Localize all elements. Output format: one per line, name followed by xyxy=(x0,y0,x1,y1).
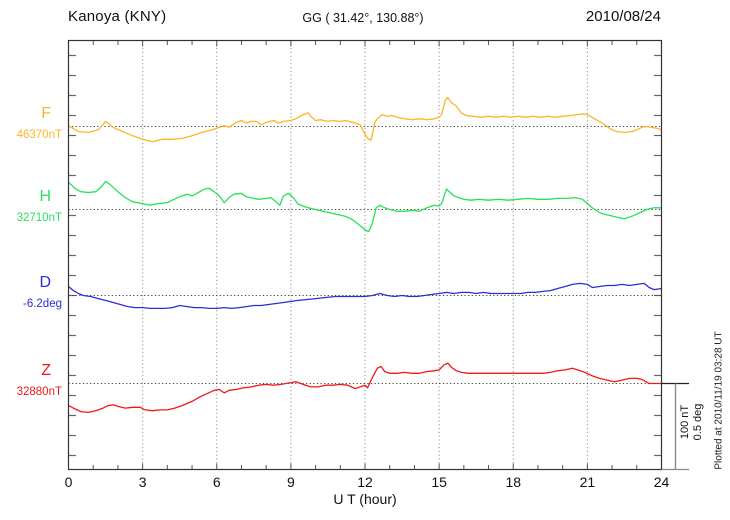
station-name: Kanoya (KNY) xyxy=(68,8,167,25)
scale-label-deg: 0.5 deg xyxy=(692,403,704,441)
station-coordinates: GG ( 31.42°, 130.88°) xyxy=(302,11,424,25)
x-tick-label: 15 xyxy=(431,474,447,490)
channel-letter-d: D xyxy=(39,274,51,291)
x-tick-label: 21 xyxy=(579,474,596,490)
channel-baseline-f: 46370nT xyxy=(16,129,62,141)
x-tick-label: 3 xyxy=(138,474,147,490)
scale-label-nt: 100 nT xyxy=(679,404,691,440)
channel-baseline-z: 32880nT xyxy=(16,386,62,398)
x-tick-label: 9 xyxy=(286,474,295,490)
channel-label-d: D -6.2deg xyxy=(0,275,62,315)
channel-letter-h: H xyxy=(39,188,51,205)
channel-label-z: Z 32880nT xyxy=(0,363,62,403)
channel-letter-f: F xyxy=(41,105,51,122)
x-tick-label: 12 xyxy=(357,474,373,490)
x-tick-label: 6 xyxy=(212,474,221,490)
x-axis-labels: 0 3 6 9 12 15 18 21 24 xyxy=(0,474,730,490)
plotted-at-note: Plotted at 2010/11/19 03:28 UT xyxy=(713,331,725,470)
plot-date: 2010/08/24 xyxy=(585,8,661,25)
channel-letter-z: Z xyxy=(41,362,51,379)
channel-baseline-d: -6.2deg xyxy=(22,298,62,310)
channel-baseline-h: 32710nT xyxy=(16,212,62,224)
scale-bar-labels: 100 nT 0.5 deg xyxy=(679,400,705,444)
x-tick-label: 24 xyxy=(653,474,670,490)
x-tick-label: 0 xyxy=(64,474,73,490)
channel-label-f: F 46370nT xyxy=(0,106,62,146)
channel-label-h: H 32710nT xyxy=(0,189,62,229)
x-axis-title: U T (hour) xyxy=(333,491,397,507)
x-tick-label: 18 xyxy=(505,474,522,490)
